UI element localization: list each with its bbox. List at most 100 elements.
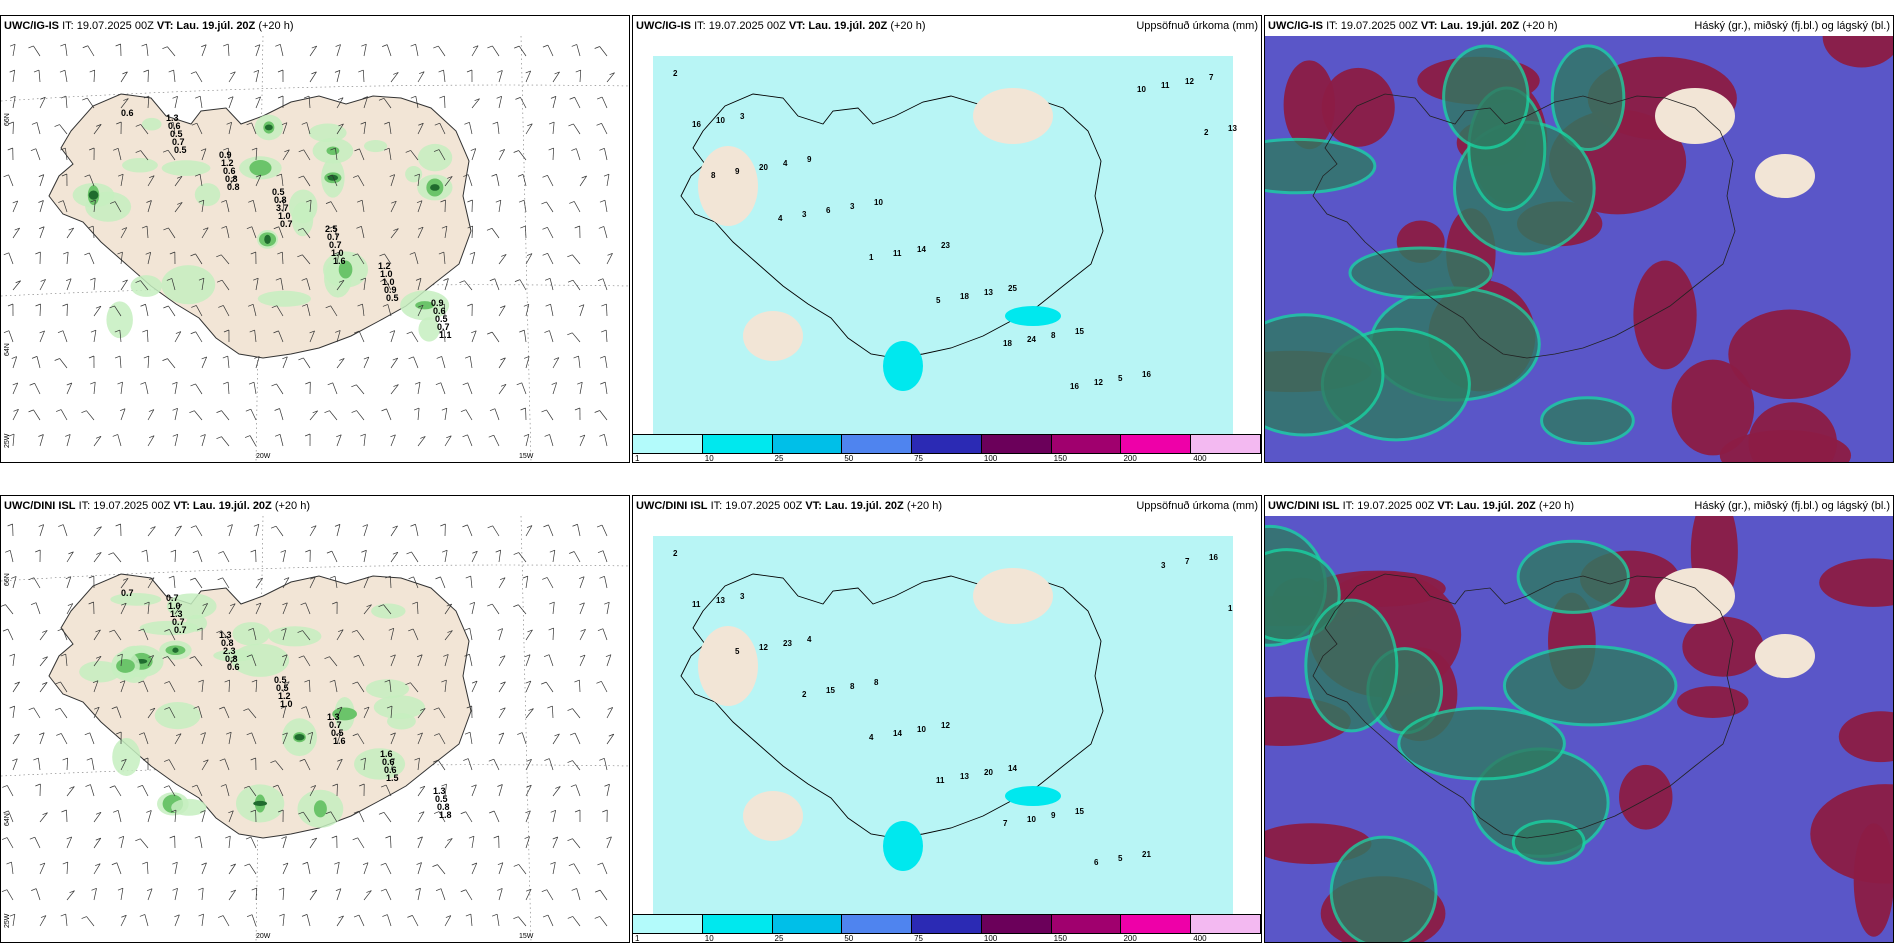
legend-swatch xyxy=(981,435,1052,453)
precip-value-label: 1.6 xyxy=(333,256,346,266)
precip-legend: 1 10 25 50 75 100 150 200 400 xyxy=(633,434,1261,462)
accum-value-label: 24 xyxy=(1027,335,1036,344)
accum-value-label: 18 xyxy=(960,292,969,301)
legend-ticks: 1 10 25 50 75 100 150 200 400 xyxy=(633,454,1261,463)
precip-value-label: 1.3 xyxy=(219,630,232,640)
legend-swatch xyxy=(842,915,913,933)
panel-cloud-row1: UWC/IG-IS IT: 19.07.2025 00Z VT: Lau. 19… xyxy=(1264,15,1894,463)
precip-value-label: 1.2 xyxy=(378,261,391,271)
accum-value-label: 12 xyxy=(1185,77,1194,86)
legend-tick-label: 10 xyxy=(704,454,714,463)
accum-value-label: 2 xyxy=(673,69,678,78)
init-time: IT: 19.07.2025 00Z xyxy=(710,500,803,512)
legend-swatch xyxy=(1121,915,1192,933)
lon-label-15w: 15W xyxy=(519,933,534,940)
legend-swatch xyxy=(1121,435,1192,453)
accum-value-label: 13 xyxy=(1228,124,1237,133)
accum-value-label: 4 xyxy=(869,733,874,742)
accum-value-label: 9 xyxy=(1051,811,1056,820)
accum-value-label: 9 xyxy=(807,155,812,164)
precip-value-label: 1.0 xyxy=(380,269,393,279)
valid-time: VT: Lau. 19.júl. 20Z xyxy=(788,20,888,32)
precip-value-label: 0.8 xyxy=(225,174,238,184)
legend-tick-label: 200 xyxy=(1123,934,1137,943)
accum-value-label: 12 xyxy=(759,643,768,652)
precip-value-label: 1.3 xyxy=(327,712,340,722)
accum-value-label: 13 xyxy=(960,772,969,781)
precip-value-label: 1.2 xyxy=(221,158,234,168)
precip-value-label: 0.6 xyxy=(384,765,397,775)
lat-label-66n: 66N xyxy=(4,573,11,586)
lon-label-20w: 20W xyxy=(256,453,271,460)
lead-time: (+20 h) xyxy=(890,20,926,32)
accum-value-label: 23 xyxy=(941,241,950,250)
precip-value-label: 2.5 xyxy=(325,224,338,234)
accum-value-label: 3 xyxy=(740,112,745,121)
precip-value-label: 1.3 xyxy=(170,609,183,619)
precip-value-label: 0.6 xyxy=(382,757,395,767)
accum-value-label: 25 xyxy=(1008,284,1017,293)
accum-value-label: 2 xyxy=(1204,128,1209,137)
init-time: IT: 19.07.2025 00Z xyxy=(694,20,786,32)
precip-value-label: 0.5 xyxy=(435,314,448,324)
accum-value-label: 4 xyxy=(807,635,812,644)
heavy-precip-areas xyxy=(883,306,1061,391)
precip-value-label: 1.0 xyxy=(331,248,344,258)
precip-wind-map: 0.70.70.61.01.61.51.80.70.81.20.50.60.81… xyxy=(1,516,629,942)
valid-time: VT: Lau. 19.júl. 20Z xyxy=(805,500,904,512)
precip-value-label: 1.6 xyxy=(333,736,346,746)
accum-precip-map: 2348121415211613238102095711121514131063… xyxy=(633,516,1261,942)
precip-value-label: 2.3 xyxy=(223,646,236,656)
precip-value-label: 0.5 xyxy=(435,794,448,804)
precip-value-label: 1.3 xyxy=(433,786,446,796)
precip-value-label: 0.9 xyxy=(431,298,444,308)
accum-value-label: 11 xyxy=(692,600,701,609)
lead-time: (+20 h) xyxy=(1522,20,1558,32)
precip-value-label: 1.0 xyxy=(280,699,293,709)
accum-value-label: 14 xyxy=(893,729,902,738)
precip-value-label: 0.6 xyxy=(223,166,236,176)
legend-tick-label: 50 xyxy=(844,454,854,463)
model-name: UWC/DINI ISL xyxy=(4,500,76,512)
lon-label-20w: 20W xyxy=(256,933,271,940)
lon-label-15w: 15W xyxy=(519,453,534,460)
panel-accum-row1: UWC/IG-IS IT: 19.07.2025 00Z VT: Lau. 19… xyxy=(632,15,1262,463)
precip-areas xyxy=(79,593,425,828)
accum-value-label: 11 xyxy=(893,249,902,258)
model-name: UWC/IG-IS xyxy=(1268,20,1323,32)
accum-value-label: 1 xyxy=(1228,604,1233,613)
accum-value-label: 3 xyxy=(802,210,807,219)
accum-value-label: 6 xyxy=(1094,858,1099,867)
precip-value-label: 1.6 xyxy=(380,749,393,759)
panel-precip-row1: UWC/IG-IS IT: 19.07.2025 00Z VT: Lau. 19… xyxy=(0,15,630,463)
lead-time: (+20 h) xyxy=(906,500,943,512)
precip-value-label: 1.2 xyxy=(278,691,291,701)
accum-value-label: 11 xyxy=(936,776,945,785)
accum-value-label: 8 xyxy=(711,171,716,180)
precip-value-label: 1.1 xyxy=(439,330,452,340)
precip-value-label: 0.7 xyxy=(327,232,340,242)
panel-header: UWC/DINI ISL IT: 19.07.2025 00Z VT: Lau.… xyxy=(1,496,629,516)
heavy-precip-areas xyxy=(883,786,1061,871)
cloud-cover-map xyxy=(1265,516,1893,942)
legend-swatch xyxy=(633,915,703,933)
valid-time: VT: Lau. 19.júl. 20Z xyxy=(156,20,256,32)
model-name: UWC/IG-IS xyxy=(4,20,59,32)
legend-tick-label: 1 xyxy=(635,454,640,463)
legend-swatch xyxy=(702,435,773,453)
precip-wind-map: 0.60.50.80.71.60.51.10.70.81.01.00.90.70… xyxy=(1,36,629,462)
accum-value-label: 3 xyxy=(740,592,745,601)
precip-value-label: 0.7 xyxy=(329,720,342,730)
valid-time: VT: Lau. 19.júl. 20Z xyxy=(1420,20,1520,32)
accum-precip-map: 2391023251516710431413851216206111824121… xyxy=(633,36,1261,462)
accum-value-label: 13 xyxy=(984,288,993,297)
accum-value-label: 14 xyxy=(1008,764,1017,773)
model-name: UWC/DINI ISL xyxy=(1268,500,1340,512)
precip-value-label: 0.7 xyxy=(437,322,450,332)
accum-value-label: 2 xyxy=(802,690,807,699)
precip-value-label: 0.8 xyxy=(227,182,240,192)
accum-value-label: 14 xyxy=(917,245,926,254)
accum-value-label: 18 xyxy=(1003,339,1012,348)
accum-value-label: 3 xyxy=(850,202,855,211)
legend-tick-label: 150 xyxy=(1053,934,1068,943)
